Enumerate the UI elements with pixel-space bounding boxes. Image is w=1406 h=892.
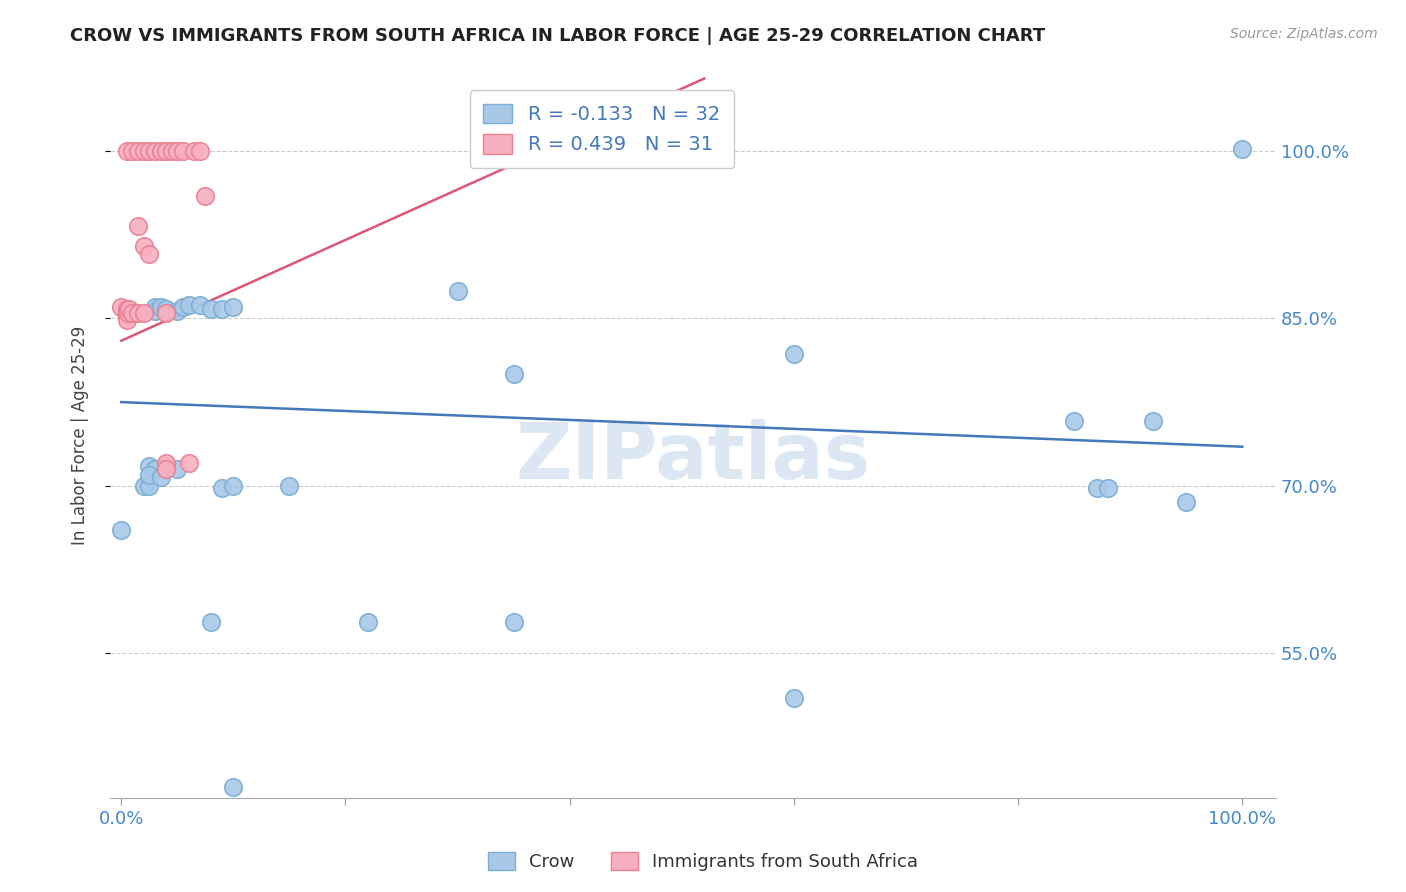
- Point: [115, 144, 138, 158]
- Point: [222, 780, 245, 794]
- Point: [143, 144, 166, 158]
- Point: [166, 462, 188, 476]
- Point: [1097, 481, 1119, 495]
- Point: [155, 462, 177, 476]
- Point: [200, 615, 222, 629]
- Point: [200, 302, 222, 317]
- Point: [1175, 495, 1198, 509]
- Point: [143, 462, 166, 476]
- Text: Source: ZipAtlas.com: Source: ZipAtlas.com: [1230, 27, 1378, 41]
- Point: [1232, 142, 1254, 156]
- Point: [1142, 414, 1164, 428]
- Point: [166, 144, 188, 158]
- Point: [155, 457, 177, 471]
- Point: [357, 615, 380, 629]
- Point: [188, 144, 211, 158]
- Point: [222, 300, 245, 314]
- Legend: Crow, Immigrants from South Africa: Crow, Immigrants from South Africa: [481, 846, 925, 879]
- Point: [155, 306, 177, 320]
- Point: [166, 303, 188, 318]
- Point: [172, 144, 194, 158]
- Point: [211, 302, 233, 317]
- Point: [110, 524, 132, 538]
- Point: [502, 368, 524, 382]
- Point: [188, 298, 211, 312]
- Point: [121, 306, 143, 320]
- Point: [783, 347, 806, 361]
- Point: [117, 306, 139, 320]
- Point: [177, 298, 200, 312]
- Point: [132, 479, 155, 493]
- Text: CROW VS IMMIGRANTS FROM SOUTH AFRICA IN LABOR FORCE | AGE 25-29 CORRELATION CHAR: CROW VS IMMIGRANTS FROM SOUTH AFRICA IN …: [70, 27, 1046, 45]
- Point: [115, 306, 138, 320]
- Point: [183, 144, 205, 158]
- Y-axis label: In Labor Force | Age 25-29: In Labor Force | Age 25-29: [72, 326, 89, 545]
- Point: [138, 458, 160, 473]
- Point: [138, 144, 160, 158]
- Point: [155, 458, 177, 473]
- Point: [132, 239, 155, 253]
- Point: [115, 309, 138, 323]
- Point: [783, 690, 806, 705]
- Point: [278, 479, 301, 493]
- Point: [149, 470, 172, 484]
- Point: [155, 302, 177, 317]
- Point: [1063, 414, 1085, 428]
- Point: [502, 615, 524, 629]
- Point: [127, 144, 149, 158]
- Point: [115, 302, 138, 317]
- Text: ZIPatlas: ZIPatlas: [516, 419, 870, 495]
- Point: [121, 144, 143, 158]
- Legend: R = -0.133   N = 32, R = 0.439   N = 31: R = -0.133 N = 32, R = 0.439 N = 31: [470, 90, 734, 168]
- Point: [149, 144, 172, 158]
- Point: [143, 300, 166, 314]
- Point: [149, 300, 172, 314]
- Point: [127, 306, 149, 320]
- Point: [127, 219, 149, 233]
- Point: [446, 284, 468, 298]
- Point: [160, 144, 183, 158]
- Point: [138, 246, 160, 260]
- Point: [118, 302, 141, 317]
- Point: [115, 312, 138, 326]
- Point: [138, 467, 160, 482]
- Point: [132, 306, 155, 320]
- Point: [222, 479, 245, 493]
- Point: [211, 481, 233, 495]
- Point: [177, 457, 200, 471]
- Point: [138, 479, 160, 493]
- Point: [1085, 481, 1108, 495]
- Point: [132, 144, 155, 158]
- Point: [110, 300, 132, 314]
- Point: [194, 188, 217, 202]
- Point: [143, 303, 166, 318]
- Point: [155, 144, 177, 158]
- Point: [172, 300, 194, 314]
